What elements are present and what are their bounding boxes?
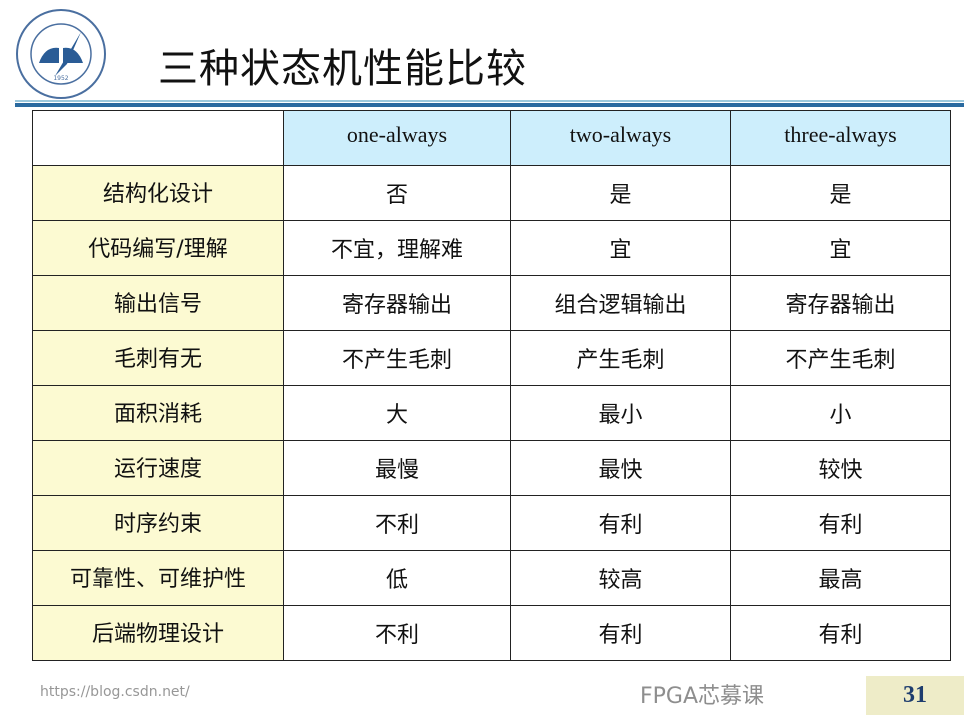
table-cell: 较高 <box>510 550 731 606</box>
table-cell: 不利 <box>283 495 511 551</box>
page-title: 三种状态机性能比较 <box>158 46 527 92</box>
column-header <box>32 110 284 166</box>
table-row: 后端物理设计 不利 有利 有利 <box>32 605 951 661</box>
table-header-row: one-always two-always three-always <box>32 110 951 166</box>
table-cell: 产生毛刺 <box>510 330 731 386</box>
table-cell: 不宜，理解难 <box>283 220 511 276</box>
table-cell: 最快 <box>510 440 731 496</box>
university-logo: 1952 <box>16 9 106 99</box>
table-row: 可靠性、可维护性低较高 最高 <box>32 550 951 606</box>
table-cell: 不产生毛刺 <box>283 330 511 386</box>
divider <box>15 100 964 102</box>
table-cell: 小 <box>730 385 951 441</box>
table-row: 面积消耗大最小小 <box>32 385 951 441</box>
row-label: 结构化设计 <box>32 165 284 221</box>
row-label: 可靠性、可维护性 <box>32 550 284 606</box>
table-cell: 宜 <box>730 220 951 276</box>
table-cell: 最高 <box>730 550 951 606</box>
table-cell: 宜 <box>510 220 731 276</box>
row-label: 毛刺有无 <box>32 330 284 386</box>
column-header: one-always <box>283 110 511 166</box>
page-number: 31 <box>866 676 964 715</box>
table-cell: 寄存器输出 <box>283 275 511 331</box>
table-row: 结构化设计否是是 <box>32 165 951 221</box>
row-label: 输出信号 <box>32 275 284 331</box>
row-label: 代码编写/理解 <box>32 220 284 276</box>
table-cell: 大 <box>283 385 511 441</box>
table-cell: 有利 <box>510 605 731 661</box>
row-label: 运行速度 <box>32 440 284 496</box>
row-label: 时序约束 <box>32 495 284 551</box>
table-cell: 寄存器输出 <box>730 275 951 331</box>
table-cell: 最慢 <box>283 440 511 496</box>
table-cell: 最小 <box>510 385 731 441</box>
column-header: three-always <box>730 110 951 166</box>
watermark: FPGA芯募课 <box>640 684 765 709</box>
table-cell: 否 <box>283 165 511 221</box>
table-row: 代码编写/理解 不宜，理解难宜宜 <box>32 220 951 276</box>
table-row: 时序约束 不利 有利 有利 <box>32 495 951 551</box>
table-cell: 是 <box>730 165 951 221</box>
watermark-url: https://blog.csdn.net/ <box>40 684 190 700</box>
row-label: 后端物理设计 <box>32 605 284 661</box>
table-cell: 是 <box>510 165 731 221</box>
divider <box>15 103 964 107</box>
comparison-table: one-always two-always three-always 结构化设计否是是… <box>32 110 951 661</box>
table-cell: 低 <box>283 550 511 606</box>
table-cell: 有利 <box>730 605 951 661</box>
row-label: 面积消耗 <box>32 385 284 441</box>
table-cell: 较快 <box>730 440 951 496</box>
column-header: two-always <box>510 110 731 166</box>
table-cell: 有利 <box>730 495 951 551</box>
table-cell: 组合逻辑输出 <box>510 275 731 331</box>
svg-text:1952: 1952 <box>53 75 68 82</box>
table-row: 运行速度 最慢 最快 较快 <box>32 440 951 496</box>
table-row: 毛刺有无 不产生毛刺 产生毛刺 不产生毛刺 <box>32 330 951 386</box>
table-row: 输出信号 寄存器输出 组合逻辑输出 寄存器输出 <box>32 275 951 331</box>
table-cell: 有利 <box>510 495 731 551</box>
table-cell: 不利 <box>283 605 511 661</box>
table-cell: 不产生毛刺 <box>730 330 951 386</box>
